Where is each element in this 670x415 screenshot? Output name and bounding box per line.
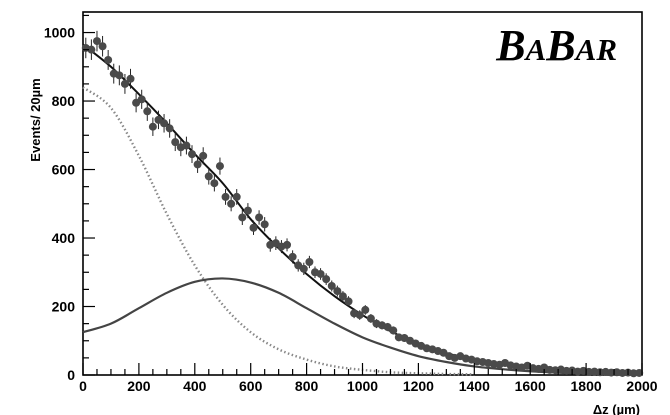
- data-point: [355, 311, 364, 320]
- data-point: [333, 287, 342, 296]
- fit-curve-solid: [82, 277, 643, 376]
- data-point: [243, 206, 252, 215]
- y-tick-label: 400: [52, 230, 76, 246]
- data-point: [143, 107, 152, 116]
- y-tick-label: 1000: [44, 25, 75, 41]
- data-point: [305, 257, 314, 266]
- x-axis-label: Δz (µm): [593, 402, 640, 415]
- data-point: [126, 74, 135, 83]
- x-tick-label: 600: [239, 378, 263, 394]
- data-point: [238, 213, 247, 222]
- data-point: [165, 124, 174, 133]
- data-point: [148, 122, 157, 131]
- data-point: [361, 305, 370, 314]
- data-point: [255, 213, 264, 222]
- data-point: [227, 199, 236, 208]
- babar-logo: BABAR: [495, 21, 617, 70]
- data-point: [322, 275, 331, 284]
- y-tick-label: 0: [67, 367, 75, 383]
- fit-curve-dotted: [82, 86, 475, 376]
- x-tick-label: 1200: [403, 378, 434, 394]
- data-point: [221, 192, 230, 201]
- data-point: [104, 55, 113, 64]
- data-point: [199, 151, 208, 160]
- fit-curve-solid-thick: [82, 43, 643, 375]
- data-point: [316, 269, 325, 278]
- data-point: [327, 281, 336, 290]
- data-point: [288, 252, 297, 261]
- data-point: [204, 172, 213, 181]
- data-point: [215, 162, 224, 171]
- data-point: [171, 138, 180, 147]
- data-point: [366, 314, 375, 323]
- data-point: [210, 179, 219, 188]
- data-point: [120, 79, 129, 88]
- data-point: [98, 42, 107, 51]
- data-point: [389, 326, 398, 335]
- logo-ar: AR: [574, 32, 617, 67]
- data-point: [249, 223, 258, 232]
- logo-b1: B: [495, 21, 525, 70]
- y-tick-label: 200: [52, 299, 76, 315]
- x-tick-label: 1800: [571, 378, 602, 394]
- data-point: [115, 71, 124, 80]
- data-point: [193, 160, 202, 169]
- x-tick-label: 400: [183, 378, 207, 394]
- data-point: [635, 368, 644, 377]
- y-tick-label: 800: [52, 93, 76, 109]
- data-point: [87, 45, 96, 54]
- data-point: [92, 37, 101, 46]
- x-tick-label: 1000: [347, 378, 378, 394]
- x-tick-label: 0: [79, 378, 87, 394]
- y-tick-label: 600: [52, 162, 76, 178]
- svg-text:BABAR: BABAR: [495, 21, 617, 70]
- data-point: [232, 192, 241, 201]
- logo-a1: A: [524, 32, 547, 67]
- data-point: [160, 119, 169, 128]
- logo-b2: B: [545, 21, 575, 70]
- data-point: [283, 240, 292, 249]
- data-point: [338, 292, 347, 301]
- data-point: [188, 150, 197, 159]
- data-point: [299, 264, 308, 273]
- data-point: [260, 220, 269, 229]
- x-tick-label: 2000: [626, 378, 657, 394]
- data-point: [344, 297, 353, 306]
- data-point: [137, 95, 146, 104]
- x-tick-label: 800: [295, 378, 319, 394]
- data-point: [182, 141, 191, 150]
- x-tick-label: 1600: [515, 378, 546, 394]
- x-tick-label: 1400: [459, 378, 490, 394]
- x-tick-label: 200: [127, 378, 151, 394]
- y-axis-label: Events/ 20µm: [28, 78, 43, 161]
